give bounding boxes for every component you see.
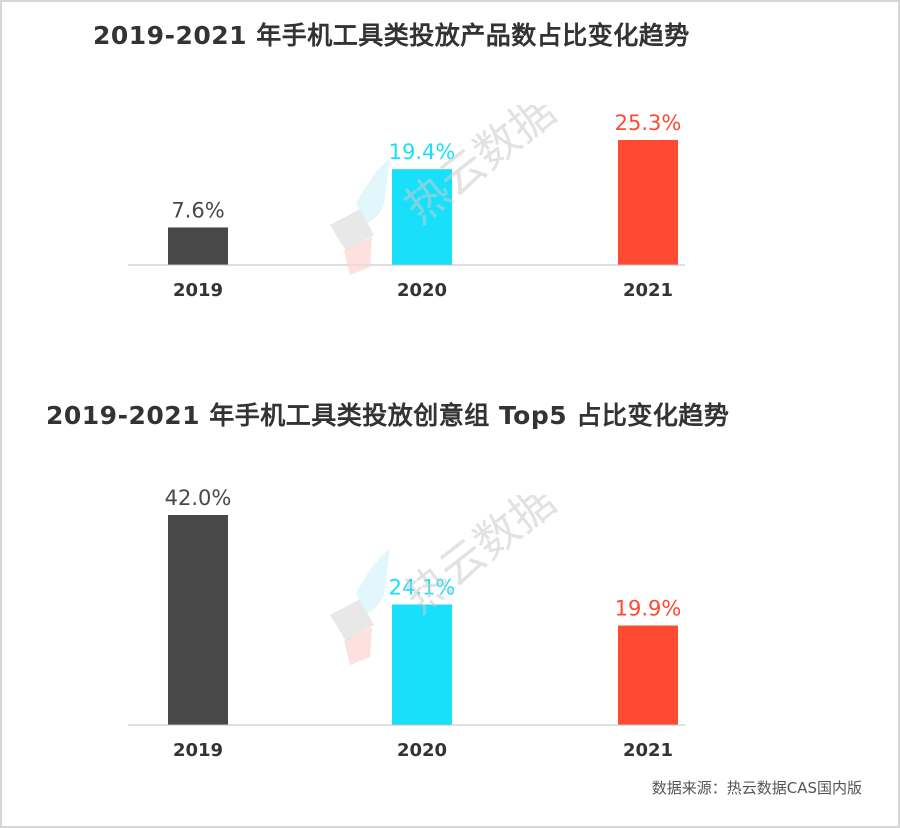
bar-2019 xyxy=(168,227,228,265)
value-label-2020: 24.1% xyxy=(389,576,456,600)
value-label-2019: 7.6% xyxy=(171,198,224,222)
value-label-2020: 19.4% xyxy=(389,140,456,164)
x-tick-label-2019: 2019 xyxy=(173,740,223,761)
x-tick-label-2020: 2020 xyxy=(397,740,447,761)
x-tick-label-2021: 2021 xyxy=(623,280,673,301)
bar-chart-products: 7.6% 2019 19.4% 2020 25.3% 2021 xyxy=(128,111,685,301)
bar-chart-creatives: 42.0% 2019 24.1% 2020 19.9% 2021 xyxy=(128,486,685,761)
x-tick-label-2021: 2021 xyxy=(623,740,673,761)
x-tick-label-2020: 2020 xyxy=(397,280,447,301)
value-label-2019: 42.0% xyxy=(165,486,232,510)
x-tick-label-2019: 2019 xyxy=(173,280,223,301)
data-source-note: 数据来源：热云数据CAS国内版 xyxy=(651,779,862,797)
bar-2021 xyxy=(618,140,678,265)
bar-2020 xyxy=(392,604,452,725)
bar-2019 xyxy=(168,515,228,725)
chart-title-creatives: 2019-2021 年手机工具类投放创意组 Top5 占比变化趋势 xyxy=(46,401,730,430)
bar-2021 xyxy=(618,625,678,725)
chart-title-products: 2019-2021 年手机工具类投放产品数占比变化趋势 xyxy=(93,21,690,50)
bar-2020 xyxy=(392,169,452,265)
value-label-2021: 25.3% xyxy=(615,111,682,135)
value-label-2021: 19.9% xyxy=(615,597,682,621)
